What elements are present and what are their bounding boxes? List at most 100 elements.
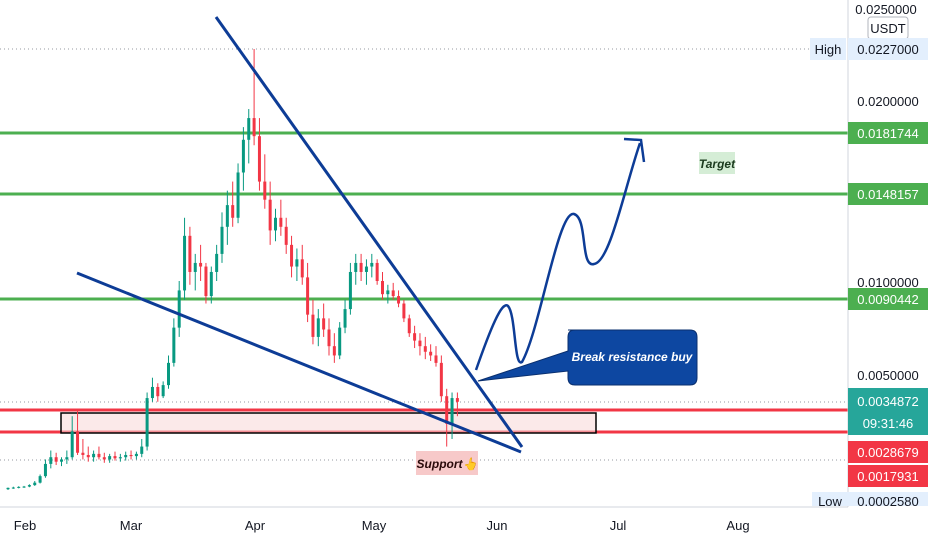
candle-body[interactable] bbox=[386, 290, 390, 295]
candle-body[interactable] bbox=[364, 266, 368, 272]
candle-body[interactable] bbox=[22, 486, 26, 488]
candle-body[interactable] bbox=[397, 296, 401, 304]
candle-body[interactable] bbox=[167, 362, 170, 386]
candle-body[interactable] bbox=[183, 235, 187, 291]
candle-body[interactable] bbox=[156, 386, 160, 397]
candle-body[interactable] bbox=[402, 303, 406, 319]
candle-body[interactable] bbox=[375, 262, 379, 281]
candle-body[interactable] bbox=[343, 309, 347, 328]
candle-body[interactable] bbox=[193, 262, 197, 272]
candle-body[interactable] bbox=[241, 139, 245, 173]
candle-body[interactable] bbox=[274, 217, 277, 231]
candle-body[interactable] bbox=[316, 318, 320, 337]
candle-body[interactable] bbox=[434, 355, 438, 363]
descending-resistance-trendline[interactable] bbox=[214, 16, 524, 448]
candle-body[interactable] bbox=[311, 314, 315, 337]
candle-body[interactable] bbox=[247, 118, 251, 140]
candle-body[interactable] bbox=[439, 362, 443, 397]
candle-body[interactable] bbox=[231, 205, 235, 218]
candle-body[interactable] bbox=[11, 487, 15, 489]
candle-body[interactable] bbox=[290, 244, 294, 267]
candle-body[interactable] bbox=[413, 333, 417, 341]
candle-body[interactable] bbox=[172, 327, 176, 363]
candle-body[interactable] bbox=[27, 485, 31, 487]
candle-body[interactable] bbox=[429, 351, 433, 356]
candle-body[interactable] bbox=[140, 446, 144, 454]
candle-body[interactable] bbox=[418, 340, 422, 347]
price-tick-0: 0.0250000 bbox=[855, 2, 916, 17]
descending-support-trendline[interactable] bbox=[76, 271, 522, 454]
candles-group bbox=[6, 49, 459, 490]
candle-body[interactable] bbox=[327, 329, 331, 347]
high-label-bg bbox=[810, 38, 846, 60]
candle-body[interactable] bbox=[102, 457, 106, 460]
candle-body[interactable] bbox=[220, 226, 224, 254]
candle-body[interactable] bbox=[407, 318, 411, 334]
candle-body[interactable] bbox=[445, 396, 449, 424]
candle-body[interactable] bbox=[236, 172, 240, 218]
candle-body[interactable] bbox=[348, 271, 352, 310]
candle-body[interactable] bbox=[257, 136, 261, 182]
candle-body[interactable] bbox=[108, 456, 112, 460]
candle-body[interactable] bbox=[450, 398, 454, 424]
break-resistance-callout[interactable] bbox=[477, 329, 698, 386]
candle-body[interactable] bbox=[332, 346, 336, 356]
candle-body[interactable] bbox=[370, 262, 374, 267]
candle-body[interactable] bbox=[124, 454, 128, 458]
candle-body[interactable] bbox=[113, 456, 117, 459]
level-tag-2-bg bbox=[848, 183, 928, 205]
target-label-bg bbox=[699, 152, 735, 174]
candle-body[interactable] bbox=[268, 199, 272, 231]
candle-body[interactable] bbox=[381, 281, 384, 295]
candle-body[interactable] bbox=[118, 457, 122, 459]
candle-body[interactable] bbox=[199, 262, 203, 267]
candle-body[interactable] bbox=[359, 262, 363, 272]
candle-body[interactable] bbox=[338, 327, 342, 356]
candle-body[interactable] bbox=[252, 118, 256, 137]
candle-body[interactable] bbox=[225, 205, 229, 227]
support-zone-box[interactable] bbox=[60, 412, 597, 434]
candle-body[interactable] bbox=[354, 262, 358, 272]
candle-body[interactable] bbox=[423, 346, 427, 352]
candle-body[interactable] bbox=[92, 453, 96, 458]
candle-body[interactable] bbox=[49, 457, 53, 464]
candle-body[interactable] bbox=[204, 266, 208, 297]
projected-path[interactable] bbox=[474, 142, 642, 371]
candle-body[interactable] bbox=[134, 453, 138, 457]
candle-body[interactable] bbox=[455, 398, 459, 402]
candle-body[interactable] bbox=[38, 476, 42, 483]
candle-body[interactable] bbox=[76, 431, 80, 453]
candle-body[interactable] bbox=[322, 318, 326, 330]
candle-body[interactable] bbox=[81, 452, 85, 455]
candle-body[interactable] bbox=[215, 253, 219, 272]
candle-body[interactable] bbox=[97, 453, 101, 458]
candle-body[interactable] bbox=[209, 271, 213, 297]
candle-body[interactable] bbox=[263, 181, 267, 200]
candle-body[interactable] bbox=[54, 457, 58, 462]
candle-body[interactable] bbox=[188, 235, 192, 272]
candle-body[interactable] bbox=[129, 454, 133, 457]
candle-body[interactable] bbox=[177, 290, 181, 328]
candle-body[interactable] bbox=[86, 454, 90, 458]
candle-body[interactable] bbox=[279, 217, 283, 227]
candle-body[interactable] bbox=[161, 385, 165, 397]
candle-body[interactable] bbox=[70, 431, 74, 458]
candle-body[interactable] bbox=[33, 482, 37, 486]
candle-body[interactable] bbox=[65, 457, 69, 460]
candle-body[interactable] bbox=[145, 398, 149, 447]
candle-body[interactable] bbox=[17, 486, 21, 488]
candle-body[interactable] bbox=[6, 487, 10, 490]
candle-body[interactable] bbox=[43, 463, 47, 477]
support-label: Support👆 bbox=[417, 457, 479, 471]
candle-body[interactable] bbox=[150, 386, 154, 399]
candle-body[interactable] bbox=[60, 459, 63, 462]
candle-body[interactable] bbox=[300, 259, 304, 278]
level-tag-4: 0.0028679 bbox=[857, 445, 918, 460]
candle-body[interactable] bbox=[391, 290, 395, 297]
candle-body[interactable] bbox=[284, 226, 288, 245]
candle-body[interactable] bbox=[295, 259, 299, 267]
candle-body[interactable] bbox=[306, 277, 310, 315]
countdown-timer: 09:31:46 bbox=[863, 416, 914, 431]
